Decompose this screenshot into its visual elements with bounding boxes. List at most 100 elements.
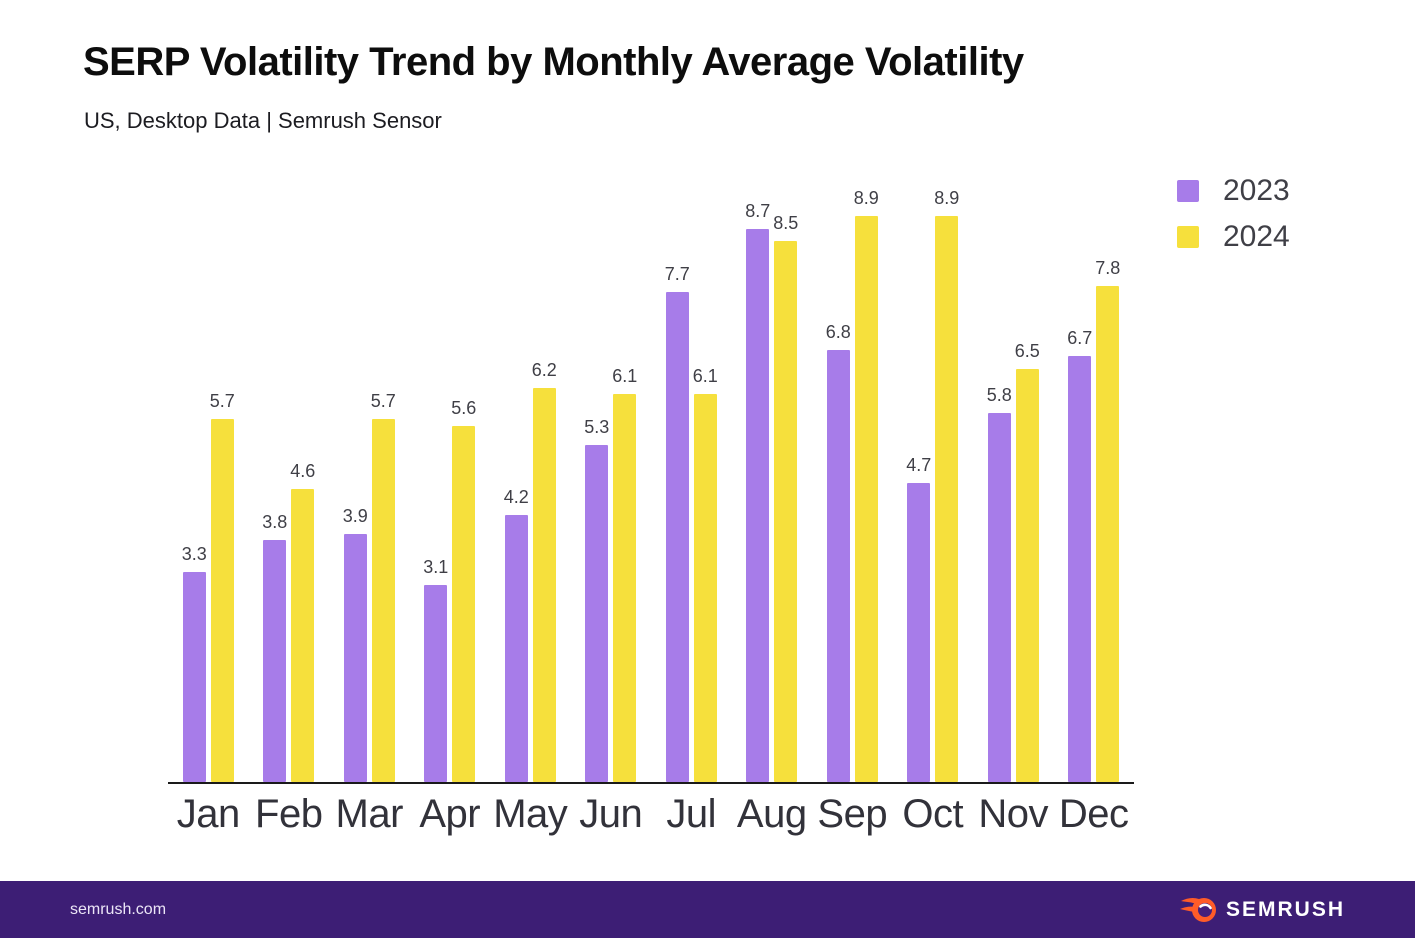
bar-2023-jun [585, 445, 609, 782]
bar-group-apr: 3.1 5.6 [410, 160, 491, 782]
bar-2024-jan [210, 419, 234, 782]
bar-value-label: 3.9 [342, 506, 368, 526]
bar-col-2023-dec: 6.7 [1067, 328, 1092, 782]
bar-col-2024-feb: 4.6 [290, 461, 315, 782]
bar-value-label: 5.6 [451, 398, 477, 418]
bar-2024-sep [854, 216, 878, 782]
bar-value-label: 4.2 [503, 487, 529, 507]
bar-2023-feb [263, 540, 287, 782]
page-title: SERP Volatility Trend by Monthly Average… [83, 40, 1024, 84]
bar-group-may: 4.2 6.2 [490, 160, 571, 782]
bar-col-2023-aug: 8.7 [745, 201, 770, 782]
bar-2023-sep [826, 350, 850, 782]
bar-value-label: 5.7 [209, 391, 235, 411]
bar-col-2024-sep: 8.9 [854, 188, 879, 782]
bar-group-nov: 5.8 6.5 [973, 160, 1054, 782]
bar-group-jul: 7.7 6.1 [651, 160, 732, 782]
bar-value-label: 3.3 [181, 544, 207, 564]
bar-value-label: 5.3 [584, 417, 610, 437]
bar-col-2024-jan: 5.7 [210, 391, 235, 782]
bar-value-label: 7.7 [664, 264, 690, 284]
semrush-logo-icon [1179, 897, 1216, 922]
x-axis-label-dec: Dec [1058, 792, 1129, 836]
chart-legend: 2023 2024 [1177, 174, 1290, 254]
x-axis-label-may: May [493, 792, 568, 836]
x-axis-label-apr: Apr [419, 792, 481, 836]
bar-col-2023-feb: 3.8 [262, 512, 287, 782]
bar-col-2024-aug: 8.5 [773, 213, 798, 782]
legend-swatch-2024 [1177, 226, 1199, 248]
bar-value-label: 3.8 [262, 512, 288, 532]
bar-value-label: 6.2 [531, 360, 557, 380]
bar-group-jan: 3.3 5.7 [168, 160, 249, 782]
bar-group-sep: 6.8 8.9 [812, 160, 893, 782]
bar-col-2023-apr: 3.1 [423, 557, 448, 782]
bar-2023-dec [1068, 356, 1092, 782]
bar-2023-jul [665, 292, 689, 782]
bar-value-label: 8.5 [773, 213, 799, 233]
bar-2023-apr [424, 585, 448, 782]
bar-col-2023-nov: 5.8 [987, 385, 1012, 782]
footer-bar: semrush.com SEMRUSH [0, 881, 1415, 938]
bar-2024-jul [693, 394, 717, 782]
bar-col-2024-mar: 5.7 [371, 391, 396, 782]
bar-2023-mar [343, 534, 367, 782]
bar-2024-may [532, 388, 556, 782]
x-axis-labels: Jan Feb Mar Apr May Jun Jul Aug Sep Oct Nov Dec [168, 792, 1134, 837]
bar-value-label: 8.9 [853, 188, 879, 208]
bar-value-label: 6.1 [692, 366, 718, 386]
x-axis-label-mar: Mar [335, 792, 404, 836]
x-axis-label-jan: Jan [176, 792, 240, 836]
semrush-logo-text: SEMRUSH [1225, 897, 1345, 921]
bar-group-mar: 3.9 5.7 [329, 160, 410, 782]
bar-value-label: 6.1 [612, 366, 638, 386]
bar-value-label: 8.9 [934, 188, 960, 208]
bar-2024-aug [774, 241, 798, 782]
bar-value-label: 4.7 [906, 455, 932, 475]
bar-col-2024-jun: 6.1 [612, 366, 637, 782]
bar-col-2024-oct: 8.9 [934, 188, 959, 782]
bar-col-2023-sep: 6.8 [826, 322, 851, 782]
bar-2024-apr [452, 426, 476, 782]
bar-col-2024-may: 6.2 [532, 360, 557, 782]
bar-value-label: 7.8 [1095, 258, 1121, 278]
bar-col-2024-apr: 5.6 [451, 398, 476, 782]
bar-2024-oct [935, 216, 959, 782]
legend-item-2023: 2023 [1177, 174, 1290, 208]
page-subtitle: US, Desktop Data | Semrush Sensor [84, 108, 442, 133]
bar-value-label: 6.8 [825, 322, 851, 342]
bar-col-2023-jul: 7.7 [665, 264, 690, 782]
x-axis-label-jul: Jul [666, 792, 717, 836]
bar-value-label: 6.7 [1067, 328, 1093, 348]
bar-value-label: 6.5 [1014, 341, 1040, 361]
x-axis-line [168, 782, 1134, 784]
bar-col-2023-mar: 3.9 [343, 506, 368, 782]
footer-url: semrush.com [70, 900, 167, 918]
bar-group-dec: 6.7 7.8 [1054, 160, 1135, 782]
legend-item-2024: 2024 [1177, 220, 1290, 254]
bar-2023-aug [746, 229, 770, 782]
x-axis-label-aug: Aug [736, 792, 807, 836]
bar-group-oct: 4.7 8.9 [893, 160, 974, 782]
bar-2024-nov [1015, 369, 1039, 782]
bar-col-2024-dec: 7.8 [1095, 258, 1120, 782]
bar-value-label: 3.1 [423, 557, 449, 577]
bar-2024-dec [1096, 286, 1120, 782]
legend-label-2023: 2023 [1223, 174, 1290, 207]
bar-2024-feb [291, 489, 315, 782]
bar-group-aug: 8.7 8.5 [732, 160, 813, 782]
bar-2023-oct [907, 483, 931, 782]
bar-2023-may [504, 515, 528, 782]
legend-label-2024: 2024 [1223, 220, 1290, 253]
bar-col-2023-jan: 3.3 [182, 544, 207, 782]
x-axis-label-jun: Jun [579, 792, 643, 836]
bar-col-2023-may: 4.2 [504, 487, 529, 782]
x-axis-label-nov: Nov [978, 792, 1049, 836]
bar-value-label: 5.7 [370, 391, 396, 411]
x-axis-label-oct: Oct [902, 792, 964, 836]
bar-value-label: 5.8 [986, 385, 1012, 405]
x-axis-label-sep: Sep [817, 792, 888, 836]
plot-area: 3.3 5.7 3.8 4.6 3.9 5.7 3.1 5.6 4.2 6.2 5.3 6.1 7.7 6… [168, 160, 1134, 782]
bar-col-2023-oct: 4.7 [906, 455, 931, 782]
